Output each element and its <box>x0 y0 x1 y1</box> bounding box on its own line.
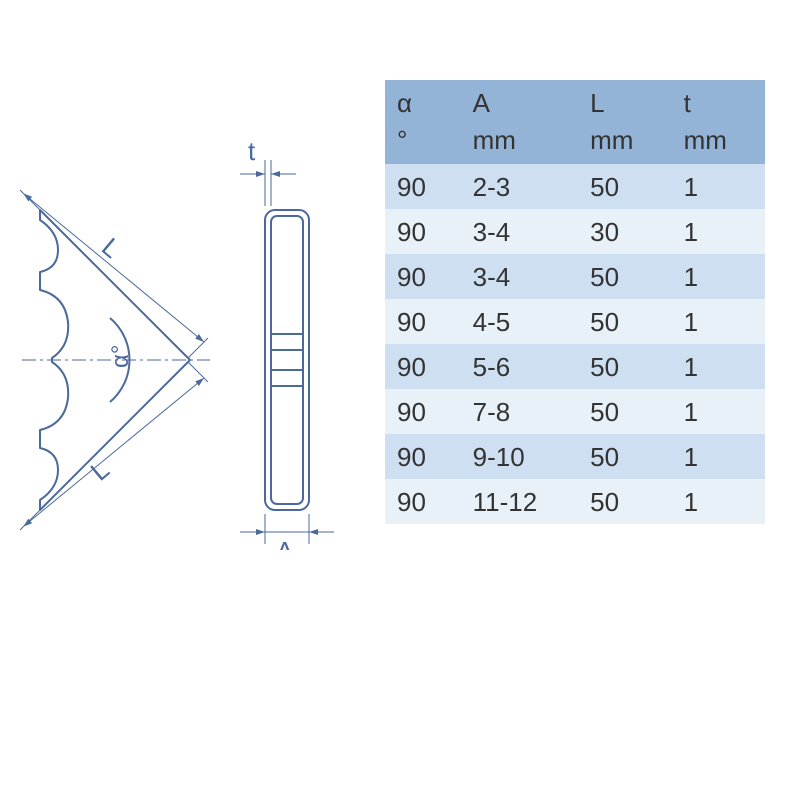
table-cell: 1 <box>672 389 765 434</box>
col-header: tmm <box>672 80 765 164</box>
table-cell: 4-5 <box>461 299 579 344</box>
label-L-upper: L <box>96 232 126 264</box>
canvas: L L α° <box>0 0 800 800</box>
table-cell: 2-3 <box>461 164 579 209</box>
col-header: Amm <box>461 80 579 164</box>
dim-L-lower <box>20 362 208 530</box>
table-cell: 50 <box>578 344 671 389</box>
table-cell: 1 <box>672 299 765 344</box>
label-L-lower: L <box>85 454 115 486</box>
table-row: 909-10501 <box>385 434 765 479</box>
table-row: 904-5501 <box>385 299 765 344</box>
table-cell: 90 <box>385 389 461 434</box>
col-header: α° <box>385 80 461 164</box>
table-cell: 11-12 <box>461 479 579 524</box>
label-t: t <box>248 136 256 166</box>
dim-t <box>240 160 296 206</box>
diagram-svg: L L α° <box>10 130 390 550</box>
table-cell: 3-4 <box>461 209 579 254</box>
table-cell: 5-6 <box>461 344 579 389</box>
table-row: 903-4501 <box>385 254 765 299</box>
table-cell: 1 <box>672 254 765 299</box>
table-cell: 30 <box>578 209 671 254</box>
table-cell: 7-8 <box>461 389 579 434</box>
table-row: 9011-12501 <box>385 479 765 524</box>
table-cell: 1 <box>672 479 765 524</box>
table-cell: 50 <box>578 254 671 299</box>
table-cell: 90 <box>385 299 461 344</box>
label-A: A <box>276 536 294 550</box>
table-cell: 1 <box>672 164 765 209</box>
table-cell: 1 <box>672 434 765 479</box>
table-cell: 90 <box>385 254 461 299</box>
table-cell: 50 <box>578 434 671 479</box>
dim-L-upper <box>20 190 208 358</box>
table-cell: 90 <box>385 434 461 479</box>
table-header: α°AmmLmmtmm <box>385 80 765 164</box>
table-row: 907-8501 <box>385 389 765 434</box>
col-header: Lmm <box>578 80 671 164</box>
table-cell: 1 <box>672 209 765 254</box>
table-row: 903-4301 <box>385 209 765 254</box>
table-cell: 90 <box>385 209 461 254</box>
table-cell: 50 <box>578 479 671 524</box>
table-cell: 3-4 <box>461 254 579 299</box>
table-cell: 50 <box>578 164 671 209</box>
table-cell: 9-10 <box>461 434 579 479</box>
table-cell: 90 <box>385 164 461 209</box>
side-view <box>265 210 309 510</box>
label-alpha: α° <box>107 345 134 368</box>
table-cell: 50 <box>578 389 671 434</box>
table-body: 902-3501903-4301903-4501904-5501905-6501… <box>385 164 765 524</box>
technical-diagram: L L α° <box>10 130 390 550</box>
table-row: 902-3501 <box>385 164 765 209</box>
table-cell: 1 <box>672 344 765 389</box>
spec-table: α°AmmLmmtmm 902-3501903-4301903-4501904-… <box>385 80 765 524</box>
table-cell: 50 <box>578 299 671 344</box>
table-cell: 90 <box>385 479 461 524</box>
table-row: 905-6501 <box>385 344 765 389</box>
table-cell: 90 <box>385 344 461 389</box>
